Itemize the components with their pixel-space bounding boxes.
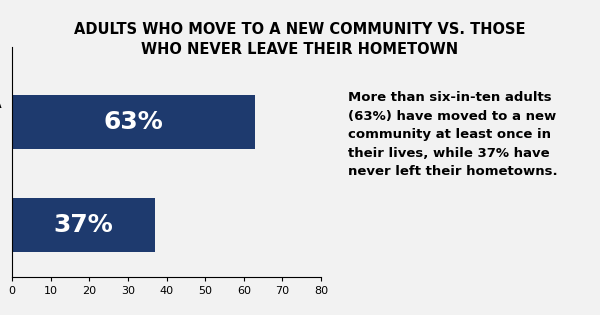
Bar [12, 198, 155, 252]
Bar [12, 95, 256, 149]
Text: 37%: 37% [53, 213, 113, 238]
Text: 63%: 63% [104, 110, 164, 134]
Text: More than six-in-ten adults
(63%) have moved to a new
community at least once in: More than six-in-ten adults (63%) have m… [348, 91, 557, 178]
Text: ADULTS WHO MOVE TO A NEW COMMUNITY VS. THOSE
WHO NEVER LEAVE THEIR HOMETOWN: ADULTS WHO MOVE TO A NEW COMMUNITY VS. T… [74, 22, 526, 57]
